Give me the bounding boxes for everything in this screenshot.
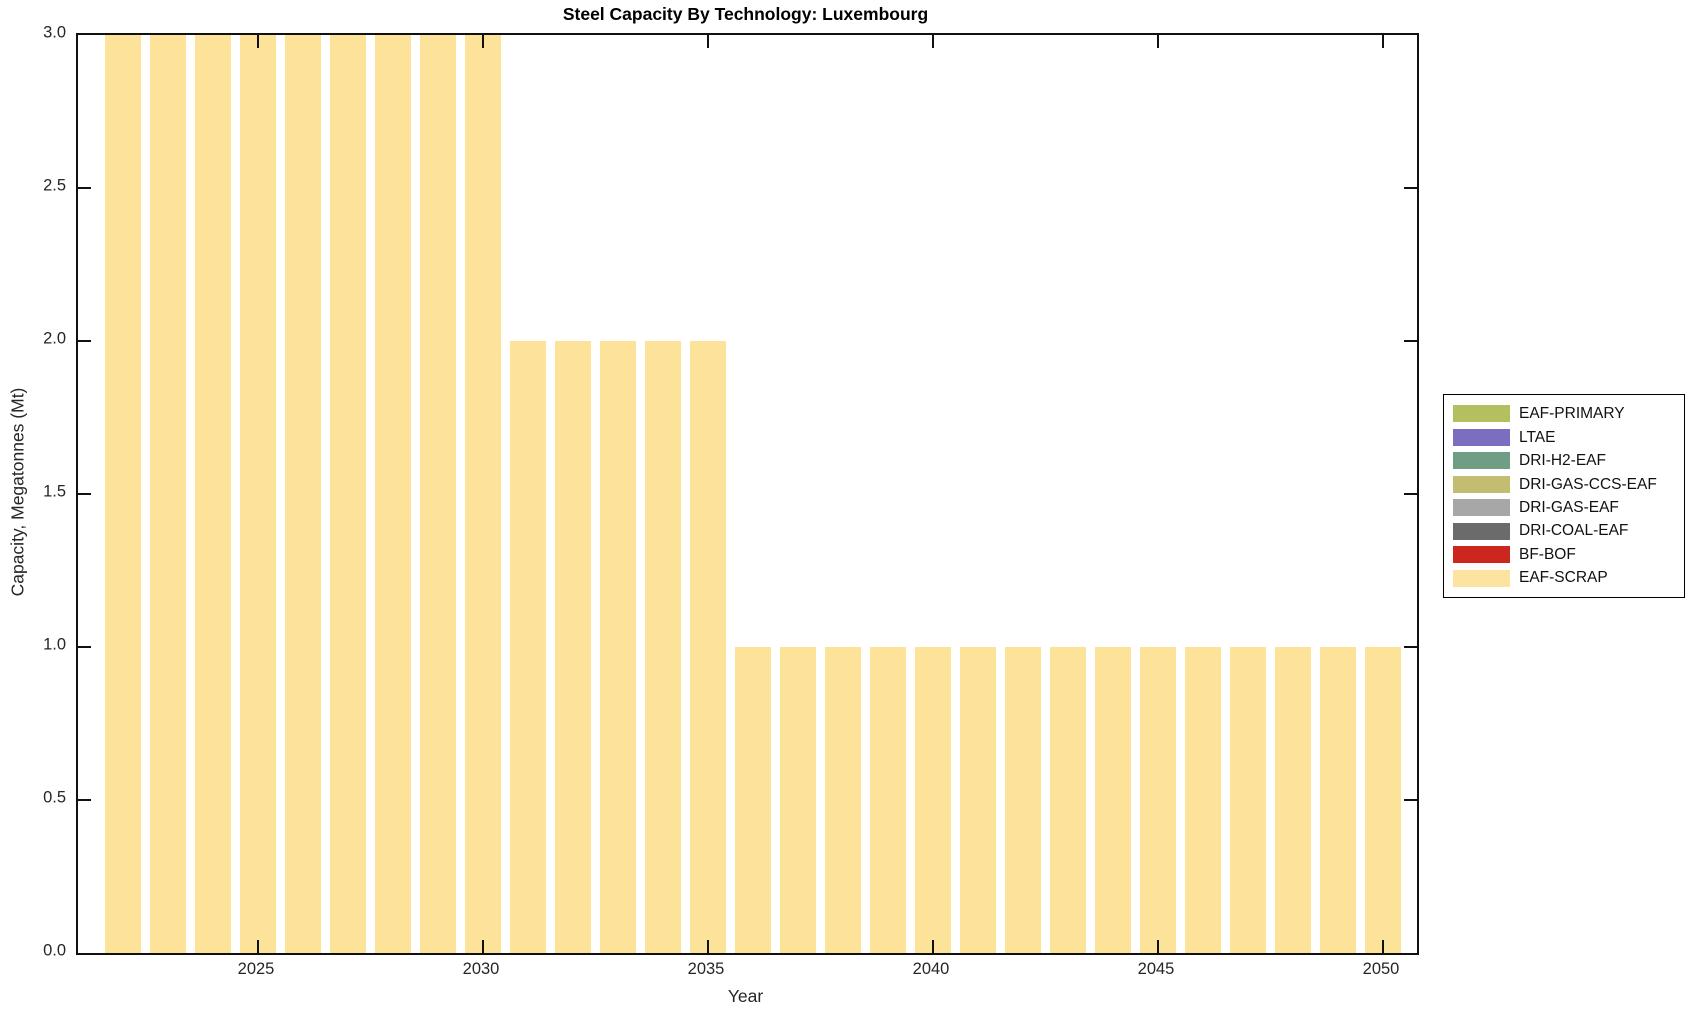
- y-tick-2: [78, 340, 91, 342]
- bar-eaf-scrap-2040: [915, 647, 951, 953]
- x-tick-2040: [932, 940, 934, 953]
- bar-eaf-scrap-2036: [735, 647, 771, 953]
- x-tick-label-2050: 2050: [1362, 960, 1400, 978]
- legend-row-dri-gas-ccs-eaf: DRI-GAS-CCS-EAF: [1453, 475, 1684, 493]
- legend-label-ltae: LTAE: [1519, 428, 1556, 446]
- legend-label-eaf-scrap: EAF-SCRAP: [1519, 569, 1608, 587]
- legend-row-dri-coal-eaf: DRI-COAL-EAF: [1453, 522, 1684, 540]
- bar-eaf-scrap-2032: [555, 341, 591, 953]
- legend-swatch-eaf-scrap: [1453, 569, 1510, 587]
- legend-swatch-ltae: [1453, 428, 1510, 446]
- y-tick-label-0.0: 0.0: [43, 941, 66, 960]
- bar-eaf-scrap-2048: [1275, 647, 1311, 953]
- legend-label-dri-coal-eaf: DRI-COAL-EAF: [1519, 522, 1629, 540]
- legend-row-ltae: LTAE: [1453, 428, 1684, 446]
- bar-eaf-scrap-2043: [1050, 647, 1086, 953]
- x-tick-2035: [707, 940, 709, 953]
- legend-row-dri-gas-eaf: DRI-GAS-EAF: [1453, 498, 1684, 517]
- bar-eaf-scrap-2044: [1095, 647, 1131, 953]
- legend-swatch-bf-bof: [1453, 546, 1510, 564]
- bar-eaf-scrap-2046: [1185, 647, 1221, 953]
- x-tick-label-2045: 2045: [1137, 960, 1175, 978]
- y-tick-0.5: [78, 799, 91, 801]
- y-tick-right-1: [1404, 646, 1417, 648]
- y-tick-1.5: [78, 493, 91, 495]
- bar-eaf-scrap-2026: [285, 35, 321, 953]
- x-tick-label-2035: 2035: [687, 960, 725, 978]
- x-tick-2045: [1157, 940, 1159, 953]
- y-tick-right-1.5: [1404, 493, 1417, 495]
- legend-box: EAF-PRIMARY LTAE DRI-H2-EAF DRI-GAS-CCS-EAF…: [1443, 394, 1685, 598]
- bar-eaf-scrap-2033: [600, 341, 636, 953]
- x-tick-top-2050: [1382, 35, 1384, 48]
- y-tick-right-0.5: [1404, 799, 1417, 801]
- legend-label-eaf-primary: EAF-PRIMARY: [1519, 405, 1625, 423]
- y-axis-label: Capacity, Megatonnes (Mt): [7, 387, 28, 597]
- legend-label-bf-bof: BF-BOF: [1519, 545, 1576, 563]
- x-tick-top-2030: [482, 35, 484, 48]
- x-tick-2025: [257, 940, 259, 953]
- bar-eaf-scrap-2022: [105, 35, 141, 953]
- bar-eaf-scrap-2042: [1005, 647, 1041, 953]
- bar-eaf-scrap-2041: [960, 647, 996, 953]
- legend-row-eaf-primary: EAF-PRIMARY: [1453, 405, 1684, 423]
- x-axis-label: Year: [727, 986, 764, 1006]
- bar-eaf-scrap-2045: [1140, 647, 1176, 953]
- y-tick-right-2: [1404, 340, 1417, 342]
- bar-eaf-scrap-2024: [195, 35, 231, 953]
- y-tick-label-1.0: 1.0: [43, 635, 66, 654]
- bar-eaf-scrap-2049: [1320, 647, 1356, 953]
- legend-label-dri-h2-eaf: DRI-H2-EAF: [1519, 452, 1606, 470]
- y-tick-label-2.0: 2.0: [43, 329, 66, 348]
- y-tick-label-1.5: 1.5: [43, 482, 66, 501]
- bar-eaf-scrap-2025: [240, 35, 276, 953]
- bar-eaf-scrap-2034: [645, 341, 681, 953]
- bar-eaf-scrap-2028: [375, 35, 411, 953]
- x-tick-label-2025: 2025: [237, 960, 275, 978]
- y-tick-label-3.0: 3.0: [43, 23, 66, 42]
- legend-swatch-dri-gas-ccs-eaf: [1453, 475, 1510, 493]
- legend-swatch-dri-coal-eaf: [1453, 522, 1510, 540]
- bar-eaf-scrap-2035: [690, 341, 726, 953]
- legend-row-dri-h2-eaf: DRI-H2-EAF: [1453, 452, 1684, 470]
- x-tick-label-2040: 2040: [912, 960, 950, 978]
- legend-row-bf-bof: BF-BOF: [1453, 545, 1684, 564]
- x-tick-top-2035: [707, 35, 709, 48]
- x-tick-top-2025: [257, 35, 259, 48]
- plot-area: [76, 33, 1419, 955]
- bar-eaf-scrap-2038: [825, 647, 861, 953]
- bar-eaf-scrap-2050: [1365, 647, 1401, 953]
- bar-eaf-scrap-2031: [510, 341, 546, 953]
- y-tick-label-0.5: 0.5: [43, 788, 66, 807]
- x-tick-2050: [1382, 940, 1384, 953]
- y-tick-2.5: [78, 187, 91, 189]
- legend-label-dri-gas-eaf: DRI-GAS-EAF: [1519, 498, 1619, 516]
- legend-swatch-dri-gas-eaf: [1453, 499, 1510, 517]
- bar-eaf-scrap-2047: [1230, 647, 1266, 953]
- x-tick-top-2045: [1157, 35, 1159, 48]
- legend-label-dri-gas-ccs-eaf: DRI-GAS-CCS-EAF: [1519, 475, 1657, 493]
- x-tick-label-2030: 2030: [462, 960, 500, 978]
- x-tick-top-2040: [932, 35, 934, 48]
- bar-eaf-scrap-2023: [150, 35, 186, 953]
- bar-eaf-scrap-2037: [780, 647, 816, 953]
- bar-eaf-scrap-2039: [870, 647, 906, 953]
- y-tick-label-2.5: 2.5: [43, 176, 66, 195]
- y-tick-right-2.5: [1404, 187, 1417, 189]
- bar-eaf-scrap-2027: [330, 35, 366, 953]
- x-tick-2030: [482, 940, 484, 953]
- y-tick-1: [78, 646, 91, 648]
- chart-title: Steel Capacity By Technology: Luxembourg: [562, 4, 929, 24]
- bar-eaf-scrap-2029: [420, 35, 456, 953]
- legend-swatch-dri-h2-eaf: [1453, 452, 1510, 470]
- legend-row-eaf-scrap: EAF-SCRAP: [1453, 569, 1684, 587]
- bar-eaf-scrap-2030: [465, 35, 501, 953]
- legend-swatch-eaf-primary: [1453, 405, 1510, 423]
